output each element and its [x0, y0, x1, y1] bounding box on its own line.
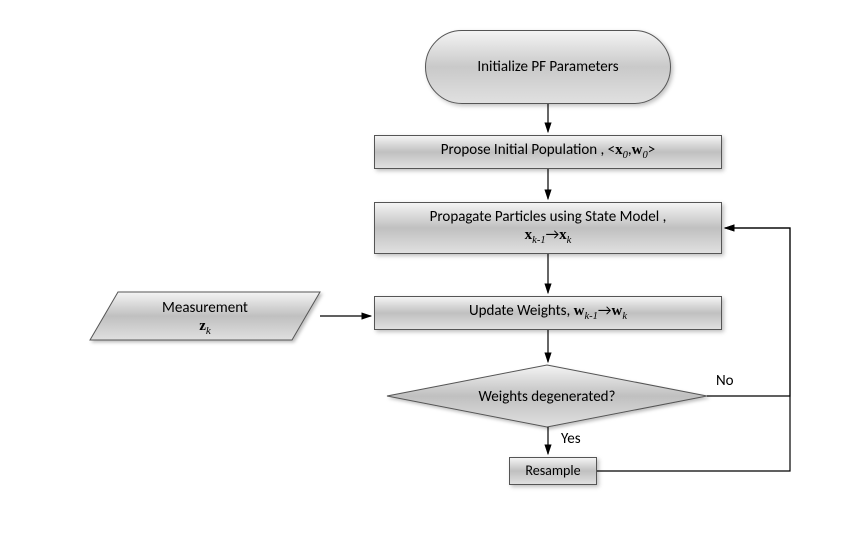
node-measurement: Measurement zk: [90, 292, 320, 340]
measurement-label-line1: Measurement: [162, 299, 248, 317]
node-propagate: Propagate Particles using State Model , …: [374, 202, 722, 254]
edge-label-yes: Yes: [561, 430, 581, 448]
node-label: Initialize PF Parameters: [477, 58, 618, 76]
node-label: Update Weights, wk-1→wk: [469, 302, 627, 324]
node-label-line1: Propagate Particles using State Model ,: [430, 208, 667, 226]
node-label: Resample: [525, 463, 580, 480]
measurement-label-line2: zk: [199, 318, 212, 337]
node-resample: Resample: [509, 457, 597, 485]
decision-label: Weights degenerated?: [479, 388, 616, 406]
node-initialize: Initialize PF Parameters: [425, 30, 671, 104]
node-label-line2: xk-1→xk: [525, 226, 572, 248]
node-decision: Weights degenerated?: [387, 365, 707, 427]
node-update: Update Weights, wk-1→wk: [374, 296, 722, 330]
node-propose: Propose Initial Population , <x0,w0>: [374, 135, 722, 169]
node-label: Propose Initial Population , <x0,w0>: [441, 141, 655, 163]
edge-label-no: No: [716, 372, 734, 390]
